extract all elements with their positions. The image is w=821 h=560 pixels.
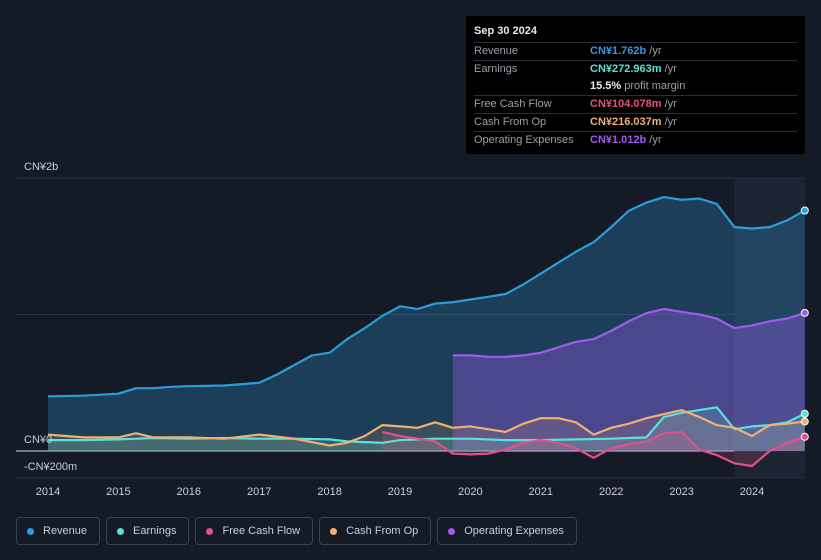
tooltip-row: Revenue CN¥1.762b/yr xyxy=(474,42,797,60)
legend-label: Cash From Op xyxy=(346,525,419,537)
tooltip-row-value: 15.5% xyxy=(590,80,622,92)
legend-dot-icon xyxy=(448,527,456,535)
x-tick-label: 2017 xyxy=(247,486,271,498)
operating-expenses-area xyxy=(452,309,805,451)
legend-dot-icon xyxy=(206,527,214,535)
tooltip-row-value: CN¥216.037m xyxy=(590,116,662,128)
legend-dot-icon xyxy=(330,527,338,535)
tooltip-row-label xyxy=(474,78,590,95)
tooltip-row: Cash From Op CN¥216.037m/yr xyxy=(474,113,797,131)
tooltip-row-unit: /yr xyxy=(664,116,677,128)
x-tick-label: 2020 xyxy=(458,486,482,498)
tooltip-row-label: Revenue xyxy=(474,45,519,57)
legend-item-free-cash-flow[interactable]: Free Cash Flow xyxy=(195,517,314,545)
operating-expenses-line xyxy=(452,307,806,358)
revenue-line xyxy=(47,196,806,398)
legend-dot-icon xyxy=(27,527,34,535)
tooltip-row-label: Operating Expenses xyxy=(474,134,574,146)
tooltip-row-label: Cash From Op xyxy=(474,116,547,128)
y-axis-label-bottom: -CN¥200m xyxy=(24,461,77,473)
x-tick-label: 2018 xyxy=(317,486,341,498)
earnings-endpoint xyxy=(800,409,809,418)
y-axis-label-zero: CN¥0 xyxy=(24,434,52,446)
legend-label: Revenue xyxy=(43,525,88,537)
tooltip-row-value: CN¥104.078m xyxy=(590,98,662,110)
legend-item-revenue[interactable]: Revenue xyxy=(16,517,101,545)
free-cash-flow-line xyxy=(382,430,806,468)
x-tick-label: 2021 xyxy=(529,486,553,498)
x-tick-label: 2024 xyxy=(740,486,764,498)
series-areas xyxy=(48,197,805,466)
earnings-area xyxy=(48,407,805,451)
tooltip-row-unit: /yr xyxy=(649,45,662,57)
tooltip-row-value: CN¥1.762b xyxy=(590,45,647,57)
tooltip-row-label: Free Cash Flow xyxy=(474,98,552,110)
x-axis-ticks: 2014 2015 2016 2017 2018 2019 2020 2021 2022 2023… xyxy=(36,486,764,498)
series-lines xyxy=(47,196,806,468)
revenue-endpoint xyxy=(800,206,809,215)
legend-item-operating-expenses[interactable]: Operating Expenses xyxy=(437,517,577,545)
tooltip-row-label: Earnings xyxy=(474,63,518,75)
tooltip-row: Operating Expenses CN¥1.012b/yr xyxy=(474,131,797,149)
free-cash-flow-endpoint xyxy=(800,432,809,441)
financial-chart: CN¥2b CN¥0 -CN¥200m 2014 2015 2016 2017 2018… xyxy=(16,161,809,498)
tooltip-rows: Revenue CN¥1.762b/yr Earnings CN¥272.963m/y… xyxy=(474,42,797,149)
gridlines xyxy=(16,177,805,479)
tooltip-row: Earnings CN¥272.963m/yr xyxy=(474,60,797,78)
legend-dot-icon xyxy=(117,527,125,535)
cash-from-op-line xyxy=(47,409,805,447)
x-tick-label: 2016 xyxy=(177,486,201,498)
tooltip-date: Sep 30 2024 xyxy=(474,25,537,37)
x-tick-label: 2014 xyxy=(36,486,60,498)
chart-legend: Revenue Earnings Free Cash Flow Cash From O… xyxy=(16,517,577,545)
legend-label: Free Cash Flow xyxy=(222,525,301,537)
tooltip-panel: Sep 30 2024 Revenue CN¥1.762b/yr Earnings C… xyxy=(466,16,805,154)
cash-from-op-area xyxy=(48,410,805,451)
tooltip-row-unit: /yr xyxy=(664,98,677,110)
revenue-area xyxy=(48,197,805,451)
x-tick-label: 2022 xyxy=(599,486,623,498)
legend-label: Operating Expenses xyxy=(464,525,564,537)
tooltip-row-unit: /yr xyxy=(664,63,677,75)
operating-expenses-endpoint xyxy=(800,308,809,317)
series-endpoints xyxy=(800,206,809,441)
legend-item-earnings[interactable]: Earnings xyxy=(106,517,190,545)
tooltip-row-unit: /yr xyxy=(649,134,662,146)
x-tick-label: 2023 xyxy=(669,486,693,498)
y-axis-label-top: CN¥2b xyxy=(24,161,58,173)
legend-label: Earnings xyxy=(133,525,177,537)
tooltip-row-value: CN¥272.963m xyxy=(590,63,662,75)
tooltip-row: Free Cash Flow CN¥104.078m/yr xyxy=(474,95,797,113)
x-tick-label: 2019 xyxy=(388,486,412,498)
x-tick-label: 2015 xyxy=(106,486,130,498)
cash-from-op-endpoint xyxy=(800,417,809,426)
legend-item-cash-from-op[interactable]: Cash From Op xyxy=(319,517,432,545)
tooltip-row: 15.5% profit margin xyxy=(474,78,797,95)
tooltip-row-unit: profit margin xyxy=(624,80,686,92)
tooltip-row-value: CN¥1.012b xyxy=(590,134,647,146)
